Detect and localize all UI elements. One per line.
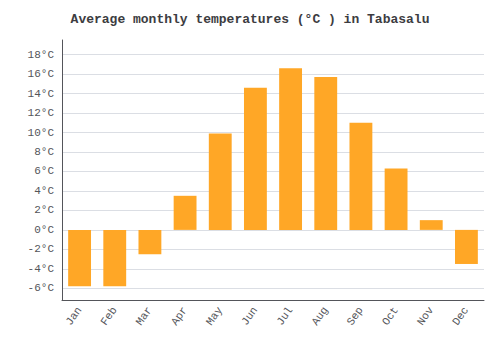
- svg-text:Average monthly temperatures (: Average monthly temperatures (°C ) in Ta…: [71, 12, 430, 27]
- svg-text:-6°C: -6°C: [28, 282, 55, 294]
- svg-text:16°C: 16°C: [28, 68, 55, 80]
- svg-text:Jul: Jul: [274, 305, 295, 328]
- svg-text:May: May: [204, 304, 225, 327]
- svg-text:Feb: Feb: [98, 305, 119, 328]
- svg-text:Mar: Mar: [134, 305, 155, 328]
- svg-text:0°C: 0°C: [34, 224, 54, 236]
- svg-text:Jun: Jun: [239, 305, 260, 328]
- svg-text:Sep: Sep: [345, 305, 366, 328]
- svg-text:6°C: 6°C: [34, 165, 54, 177]
- svg-text:12°C: 12°C: [28, 107, 55, 119]
- svg-text:Dec: Dec: [450, 305, 471, 328]
- svg-text:Jan: Jan: [63, 305, 84, 328]
- svg-text:-4°C: -4°C: [28, 263, 55, 275]
- svg-text:18°C: 18°C: [28, 49, 55, 61]
- svg-text:8°C: 8°C: [34, 146, 54, 158]
- svg-text:Oct: Oct: [380, 305, 401, 328]
- svg-text:-2°C: -2°C: [28, 243, 55, 255]
- svg-text:Apr: Apr: [169, 305, 190, 328]
- svg-text:Aug: Aug: [309, 305, 330, 328]
- svg-text:10°C: 10°C: [28, 127, 55, 139]
- svg-text:2°C: 2°C: [34, 204, 54, 216]
- svg-text:4°C: 4°C: [34, 185, 54, 197]
- svg-text:14°C: 14°C: [28, 88, 55, 100]
- svg-text:Nov: Nov: [415, 304, 436, 327]
